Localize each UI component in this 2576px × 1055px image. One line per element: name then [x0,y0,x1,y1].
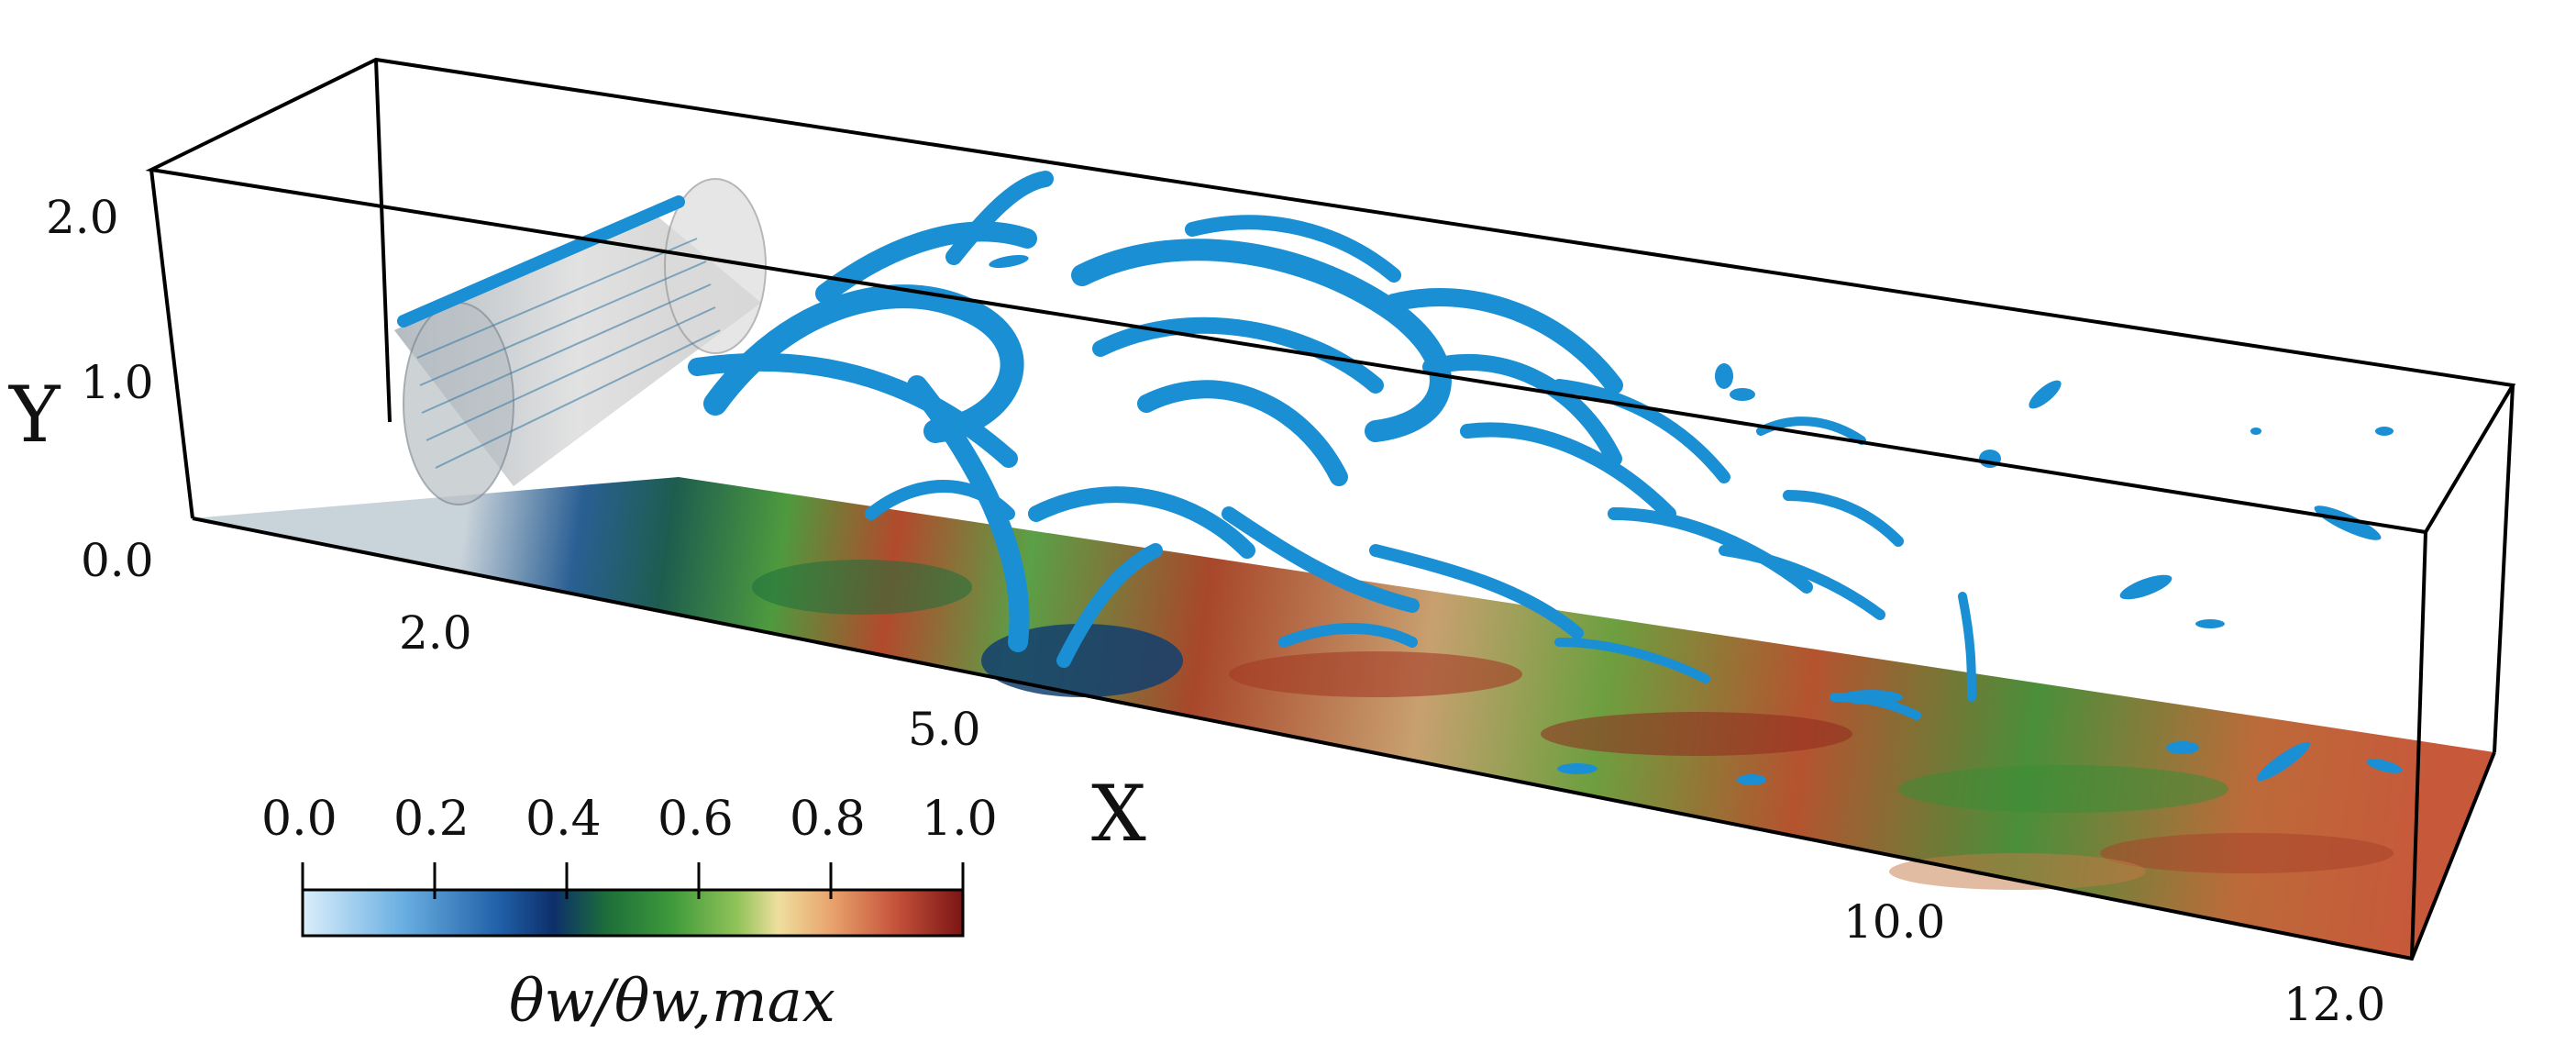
vortex-structures [688,171,1976,720]
colorbar-tick-label: 0.4 [525,792,602,847]
y-tick-label: 0.0 [81,534,154,587]
y-tick-label: 1.0 [81,356,154,409]
colorbar-tick-label: 0.6 [658,792,734,847]
cylinder [394,178,767,505]
colorbar-title: θw/θw,max [509,968,835,1036]
y-axis-label: Y [9,370,61,460]
x-tick-label: 2.0 [399,606,472,660]
domain-box [145,57,2516,961]
colorbar-tick-label: 0.8 [790,792,866,847]
colorbar-tick-label: 0.0 [261,792,337,847]
x-tick-label: 5.0 [908,703,981,756]
colorbar [301,862,965,938]
floor-contour [193,477,2494,959]
x-axis-label: X [1091,769,1146,859]
y-tick-label: 2.0 [46,191,119,244]
colorbar-tick-label: 1.0 [922,792,998,847]
colorbar-tick-label: 0.2 [393,792,470,847]
x-tick-label: 12.0 [2283,978,2386,1031]
x-tick-label: 10.0 [1843,895,1946,949]
